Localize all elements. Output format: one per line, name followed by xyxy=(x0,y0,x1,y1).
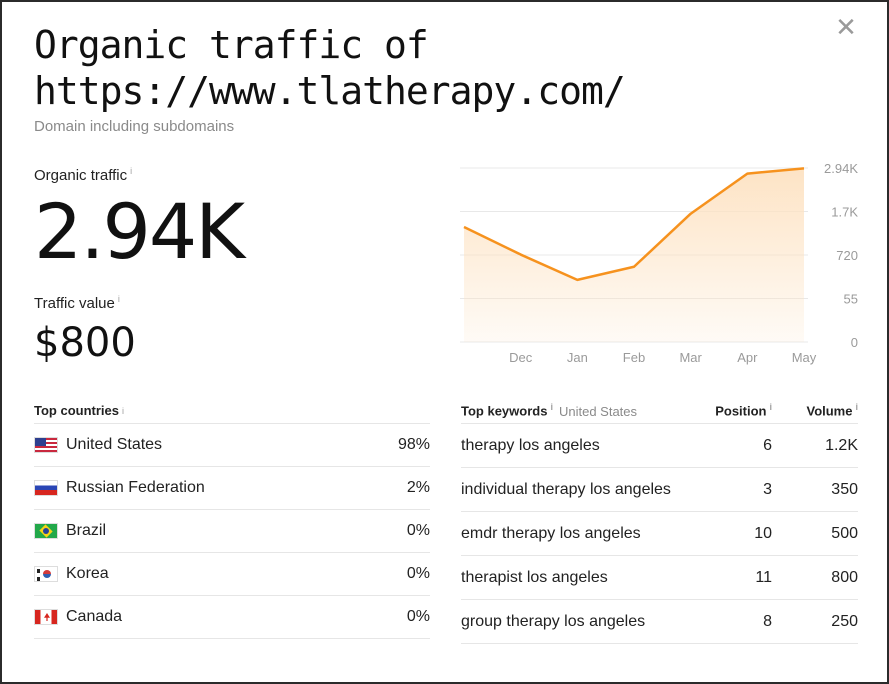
country-row[interactable]: Russian Federation 2% xyxy=(34,467,430,510)
country-rows: United States 98% Russian Federation 2% Braz… xyxy=(34,424,430,639)
top-keywords-header: Top keywords i United States Position i Vol… xyxy=(461,398,858,424)
traffic-value-value: $800 xyxy=(34,320,136,366)
country-share: 0% xyxy=(406,608,430,625)
traffic-value-label-text: Traffic value xyxy=(34,295,115,312)
traffic-point-feb[interactable] xyxy=(630,263,638,271)
x-tick-label: Dec xyxy=(509,350,533,365)
keyword-rows: therapy los angeles 6 1.2K individual thera… xyxy=(461,424,858,644)
country-row[interactable]: United States 98% xyxy=(34,424,430,467)
keyword-position: 6 xyxy=(763,436,772,454)
keyword-row[interactable]: therapy los angeles 6 1.2K xyxy=(461,424,858,468)
keyword-text[interactable]: individual therapy los angeles xyxy=(461,481,671,498)
country-share: 0% xyxy=(406,522,430,539)
x-tick-label: Feb xyxy=(623,350,645,365)
volume-header-text: Volume xyxy=(806,403,853,419)
flag-br-icon xyxy=(34,523,58,539)
country-name: United States xyxy=(66,436,163,453)
country-row[interactable]: Brazil 0% xyxy=(34,510,430,553)
keyword-volume: 350 xyxy=(831,480,858,498)
position-header-text: Position xyxy=(715,403,767,419)
keyword-text[interactable]: group therapy los angeles xyxy=(461,613,646,630)
country-row[interactable]: Korea 0% xyxy=(34,553,430,596)
traffic-point-mar[interactable] xyxy=(687,210,695,218)
top-keywords-table: Top keywords i United States Position i Vol… xyxy=(461,398,858,644)
top-keywords-title: Top keywords xyxy=(461,403,548,419)
organic-traffic-label-text: Organic traffic xyxy=(34,167,128,184)
keyword-text[interactable]: therapist los angeles xyxy=(461,569,608,586)
info-icon[interactable]: i xyxy=(855,402,858,413)
keywords-location[interactable]: United States xyxy=(558,403,638,419)
y-tick-label: 2.94K xyxy=(824,161,858,176)
y-tick-label: 1.7K xyxy=(831,205,858,220)
traffic-area xyxy=(464,168,804,342)
country-name: Canada xyxy=(66,608,123,625)
flag-ca-icon xyxy=(34,609,58,625)
position-column-header: Position i xyxy=(702,402,772,418)
traffic-point-nov[interactable] xyxy=(460,223,468,231)
flag-kr-icon xyxy=(34,566,58,582)
top-countries-table: Top countries i United States 98% Russian F… xyxy=(34,398,430,639)
x-tick-label: May xyxy=(792,350,817,365)
flag-us-icon xyxy=(34,437,58,453)
close-icon[interactable]: ✕ xyxy=(835,13,857,43)
keyword-row[interactable]: group therapy los angeles 8 250 xyxy=(461,600,858,644)
keyword-position: 8 xyxy=(763,612,772,630)
flag-ru-icon xyxy=(34,480,58,496)
keyword-position: 11 xyxy=(755,568,772,586)
traffic-line xyxy=(463,167,805,282)
keyword-volume: 1.2K xyxy=(825,436,858,454)
info-icon[interactable]: i xyxy=(550,402,553,413)
country-name: Russian Federation xyxy=(66,479,205,496)
organic-traffic-label: Organic traffic i xyxy=(34,166,132,184)
volume-column-header: Volume i xyxy=(772,402,858,418)
keyword-row[interactable]: emdr therapy los angeles 10 500 xyxy=(461,512,858,556)
x-tick-label: Mar xyxy=(679,350,702,365)
keyword-column-header: Top keywords i United States xyxy=(461,402,702,418)
y-tick-label: 720 xyxy=(836,248,858,263)
traffic-point-may[interactable] xyxy=(800,164,808,172)
country-share: 2% xyxy=(406,479,430,496)
info-icon[interactable]: i xyxy=(130,166,133,176)
keyword-position: 10 xyxy=(754,524,772,542)
keyword-row[interactable]: therapist los angeles 11 800 xyxy=(461,556,858,600)
top-countries-title: Top countries xyxy=(34,403,119,418)
keyword-volume: 250 xyxy=(831,612,858,630)
keyword-volume: 800 xyxy=(831,568,858,586)
traffic-point-apr[interactable] xyxy=(743,170,751,178)
organic-traffic-value: 2.94K xyxy=(34,187,245,276)
country-name: Korea xyxy=(66,565,109,582)
info-icon[interactable]: i xyxy=(769,402,772,413)
country-row[interactable]: Canada 0% xyxy=(34,596,430,639)
keyword-row[interactable]: individual therapy los angeles 3 350 xyxy=(461,468,858,512)
keyword-volume: 500 xyxy=(831,524,858,542)
x-tick-label: Jan xyxy=(567,350,588,365)
keyword-text[interactable]: therapy los angeles xyxy=(461,437,600,454)
traffic-point-jan[interactable] xyxy=(573,276,581,284)
country-name: Brazil xyxy=(66,522,107,539)
info-icon[interactable]: i xyxy=(121,405,124,416)
country-share: 0% xyxy=(406,565,430,582)
keyword-text[interactable]: emdr therapy los angeles xyxy=(461,525,641,542)
x-tick-label: Apr xyxy=(737,350,758,365)
y-tick-label: 0 xyxy=(851,335,858,350)
page-subtitle: Domain including subdomains xyxy=(34,118,235,135)
y-tick-label: 55 xyxy=(844,292,858,307)
country-share: 98% xyxy=(397,436,430,453)
traffic-chart: 2.94K 1.7K 720 55 0 Dec Jan Feb Mar Apr May xyxy=(458,160,868,370)
traffic-chart-svg: 2.94K 1.7K 720 55 0 Dec Jan Feb Mar Apr May xyxy=(460,161,858,365)
info-icon[interactable]: i xyxy=(117,294,120,304)
traffic-value-label: Traffic value i xyxy=(34,294,120,312)
top-countries-header: Top countries i xyxy=(34,398,430,424)
page-title: Organic traffic of https://www.tlatherap… xyxy=(34,23,626,113)
traffic-point-dec[interactable] xyxy=(517,251,525,259)
keyword-position: 3 xyxy=(763,480,772,498)
